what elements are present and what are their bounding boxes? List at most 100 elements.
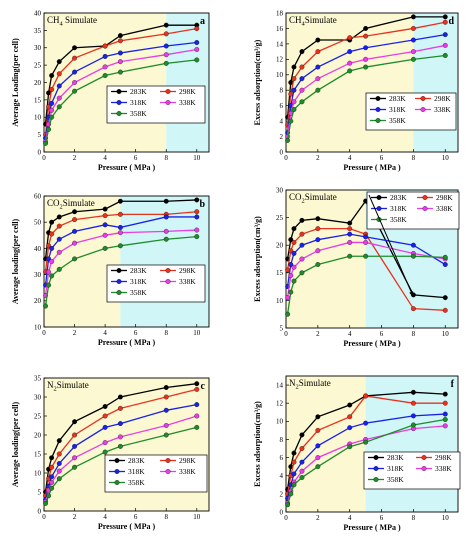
data-point-318K	[56, 461, 62, 466]
chart-title: CH4Simulate	[289, 15, 337, 28]
data-point-283K	[49, 219, 55, 225]
y-axis-title: Average loading(per cell)	[11, 218, 20, 304]
shaded-region-yellow	[286, 376, 366, 512]
legend-label: 358K	[130, 288, 147, 297]
y-tick-label: 6	[280, 454, 284, 462]
data-point-318K	[315, 237, 321, 243]
y-tick-label: 20	[276, 242, 284, 250]
data-point-298K	[410, 400, 416, 406]
y-tick-label: 16	[276, 25, 284, 33]
data-point-318K	[363, 234, 369, 240]
data-point-338K	[315, 455, 321, 461]
data-point-283K	[442, 391, 448, 397]
data-point-298K	[410, 306, 416, 312]
data-point-283K	[288, 237, 294, 243]
data-point-358K	[285, 311, 291, 317]
legend-label: 338K	[179, 467, 196, 476]
data-point-358K	[315, 87, 321, 93]
data-point-358K	[43, 500, 48, 506]
x-tick-label: 2	[73, 513, 77, 521]
x-tick-label: 2	[316, 330, 320, 338]
data-point-338K	[299, 87, 305, 93]
data-point-283K	[315, 37, 321, 43]
legend-label: 318K	[390, 204, 407, 213]
x-tick-label: 0	[284, 514, 288, 522]
x-tick-label: 2	[73, 329, 77, 337]
data-point-338K	[117, 230, 123, 236]
legend-marker	[421, 455, 427, 460]
data-point-318K	[102, 53, 108, 59]
data-point-318K	[163, 214, 169, 220]
data-point-298K	[347, 35, 353, 41]
data-point-298K	[49, 464, 55, 470]
data-point-338K	[363, 56, 369, 62]
data-point-283K	[163, 385, 169, 390]
data-point-283K	[117, 33, 123, 39]
data-point-318K	[299, 242, 305, 248]
data-point-338K	[49, 107, 55, 113]
data-point-318K	[442, 411, 448, 417]
data-point-283K	[56, 214, 62, 220]
chart-panel-c: 0 2 4 6 8 10 0 5 10 15 20 25 30 35 Pressure ( MPa ) Ave…	[11, 374, 210, 531]
data-point-318K	[56, 83, 62, 89]
legend-marker	[114, 480, 120, 485]
panel-letter: a	[200, 16, 205, 27]
data-point-338K	[315, 248, 321, 254]
legend-box	[366, 191, 460, 230]
data-point-318K	[102, 424, 108, 430]
data-point-338K	[442, 42, 448, 48]
legend-label: 318K	[130, 277, 147, 286]
data-point-283K	[442, 14, 448, 20]
legend-marker	[373, 466, 379, 471]
x-tick-label: 10	[193, 154, 201, 162]
legend-marker	[376, 206, 382, 211]
data-point-358K	[43, 303, 48, 309]
chart-panel-e: 0 2 4 6 8 10 5 10 15 20 25 30 Pressure ( MPa ) Excess…	[253, 186, 460, 348]
y-tick-label: 0	[280, 508, 284, 516]
y-tick-label: 12	[276, 56, 284, 64]
y-tick-label: 0	[280, 148, 284, 156]
legend-marker	[114, 458, 120, 463]
data-point-283K	[163, 22, 169, 28]
y-tick-label: 25	[34, 62, 42, 70]
data-point-358K	[46, 493, 52, 499]
data-point-318K	[49, 474, 55, 480]
data-point-358K	[299, 475, 305, 480]
legend-label: 283K	[387, 453, 404, 462]
data-point-298K	[102, 213, 108, 219]
data-point-298K	[163, 394, 169, 400]
data-point-318K	[291, 87, 297, 93]
y-tick-label: 20	[34, 431, 42, 439]
data-point-298K	[442, 19, 448, 25]
data-point-298K	[102, 413, 108, 419]
legend-label: 298K	[179, 87, 196, 96]
y-tick-label: 40	[34, 245, 42, 253]
data-point-358K	[288, 118, 294, 124]
y-tick-label: 50	[34, 219, 42, 227]
data-point-338K	[299, 256, 305, 262]
data-point-358K	[49, 273, 55, 279]
data-point-358K	[163, 236, 169, 242]
legend-marker	[165, 100, 171, 105]
data-point-318K	[299, 76, 305, 82]
legend-marker	[165, 469, 171, 474]
data-point-358K	[315, 464, 321, 470]
x-tick-label: 4	[348, 514, 352, 522]
x-tick-label: 6	[134, 329, 138, 337]
legend-label: 283K	[130, 87, 147, 96]
y-tick-label: 10	[34, 114, 42, 122]
data-point-318K	[49, 245, 55, 251]
data-point-283K	[291, 450, 297, 456]
legend-marker	[376, 195, 382, 200]
x-tick-label: 4	[348, 154, 352, 162]
data-point-338K	[410, 49, 416, 55]
chart-panel-f: 0 2 4 6 8 10 0 2 4 6 8 10 12 14 Pressure ( MPa ) Excess…	[253, 375, 461, 532]
y-tick-label: 0	[38, 148, 42, 156]
legend-label: 358K	[390, 215, 407, 224]
data-point-358K	[363, 439, 369, 445]
data-point-318K	[117, 224, 123, 230]
y-tick-label: 4	[280, 118, 284, 126]
data-point-298K	[291, 76, 297, 82]
data-point-338K	[56, 249, 62, 255]
